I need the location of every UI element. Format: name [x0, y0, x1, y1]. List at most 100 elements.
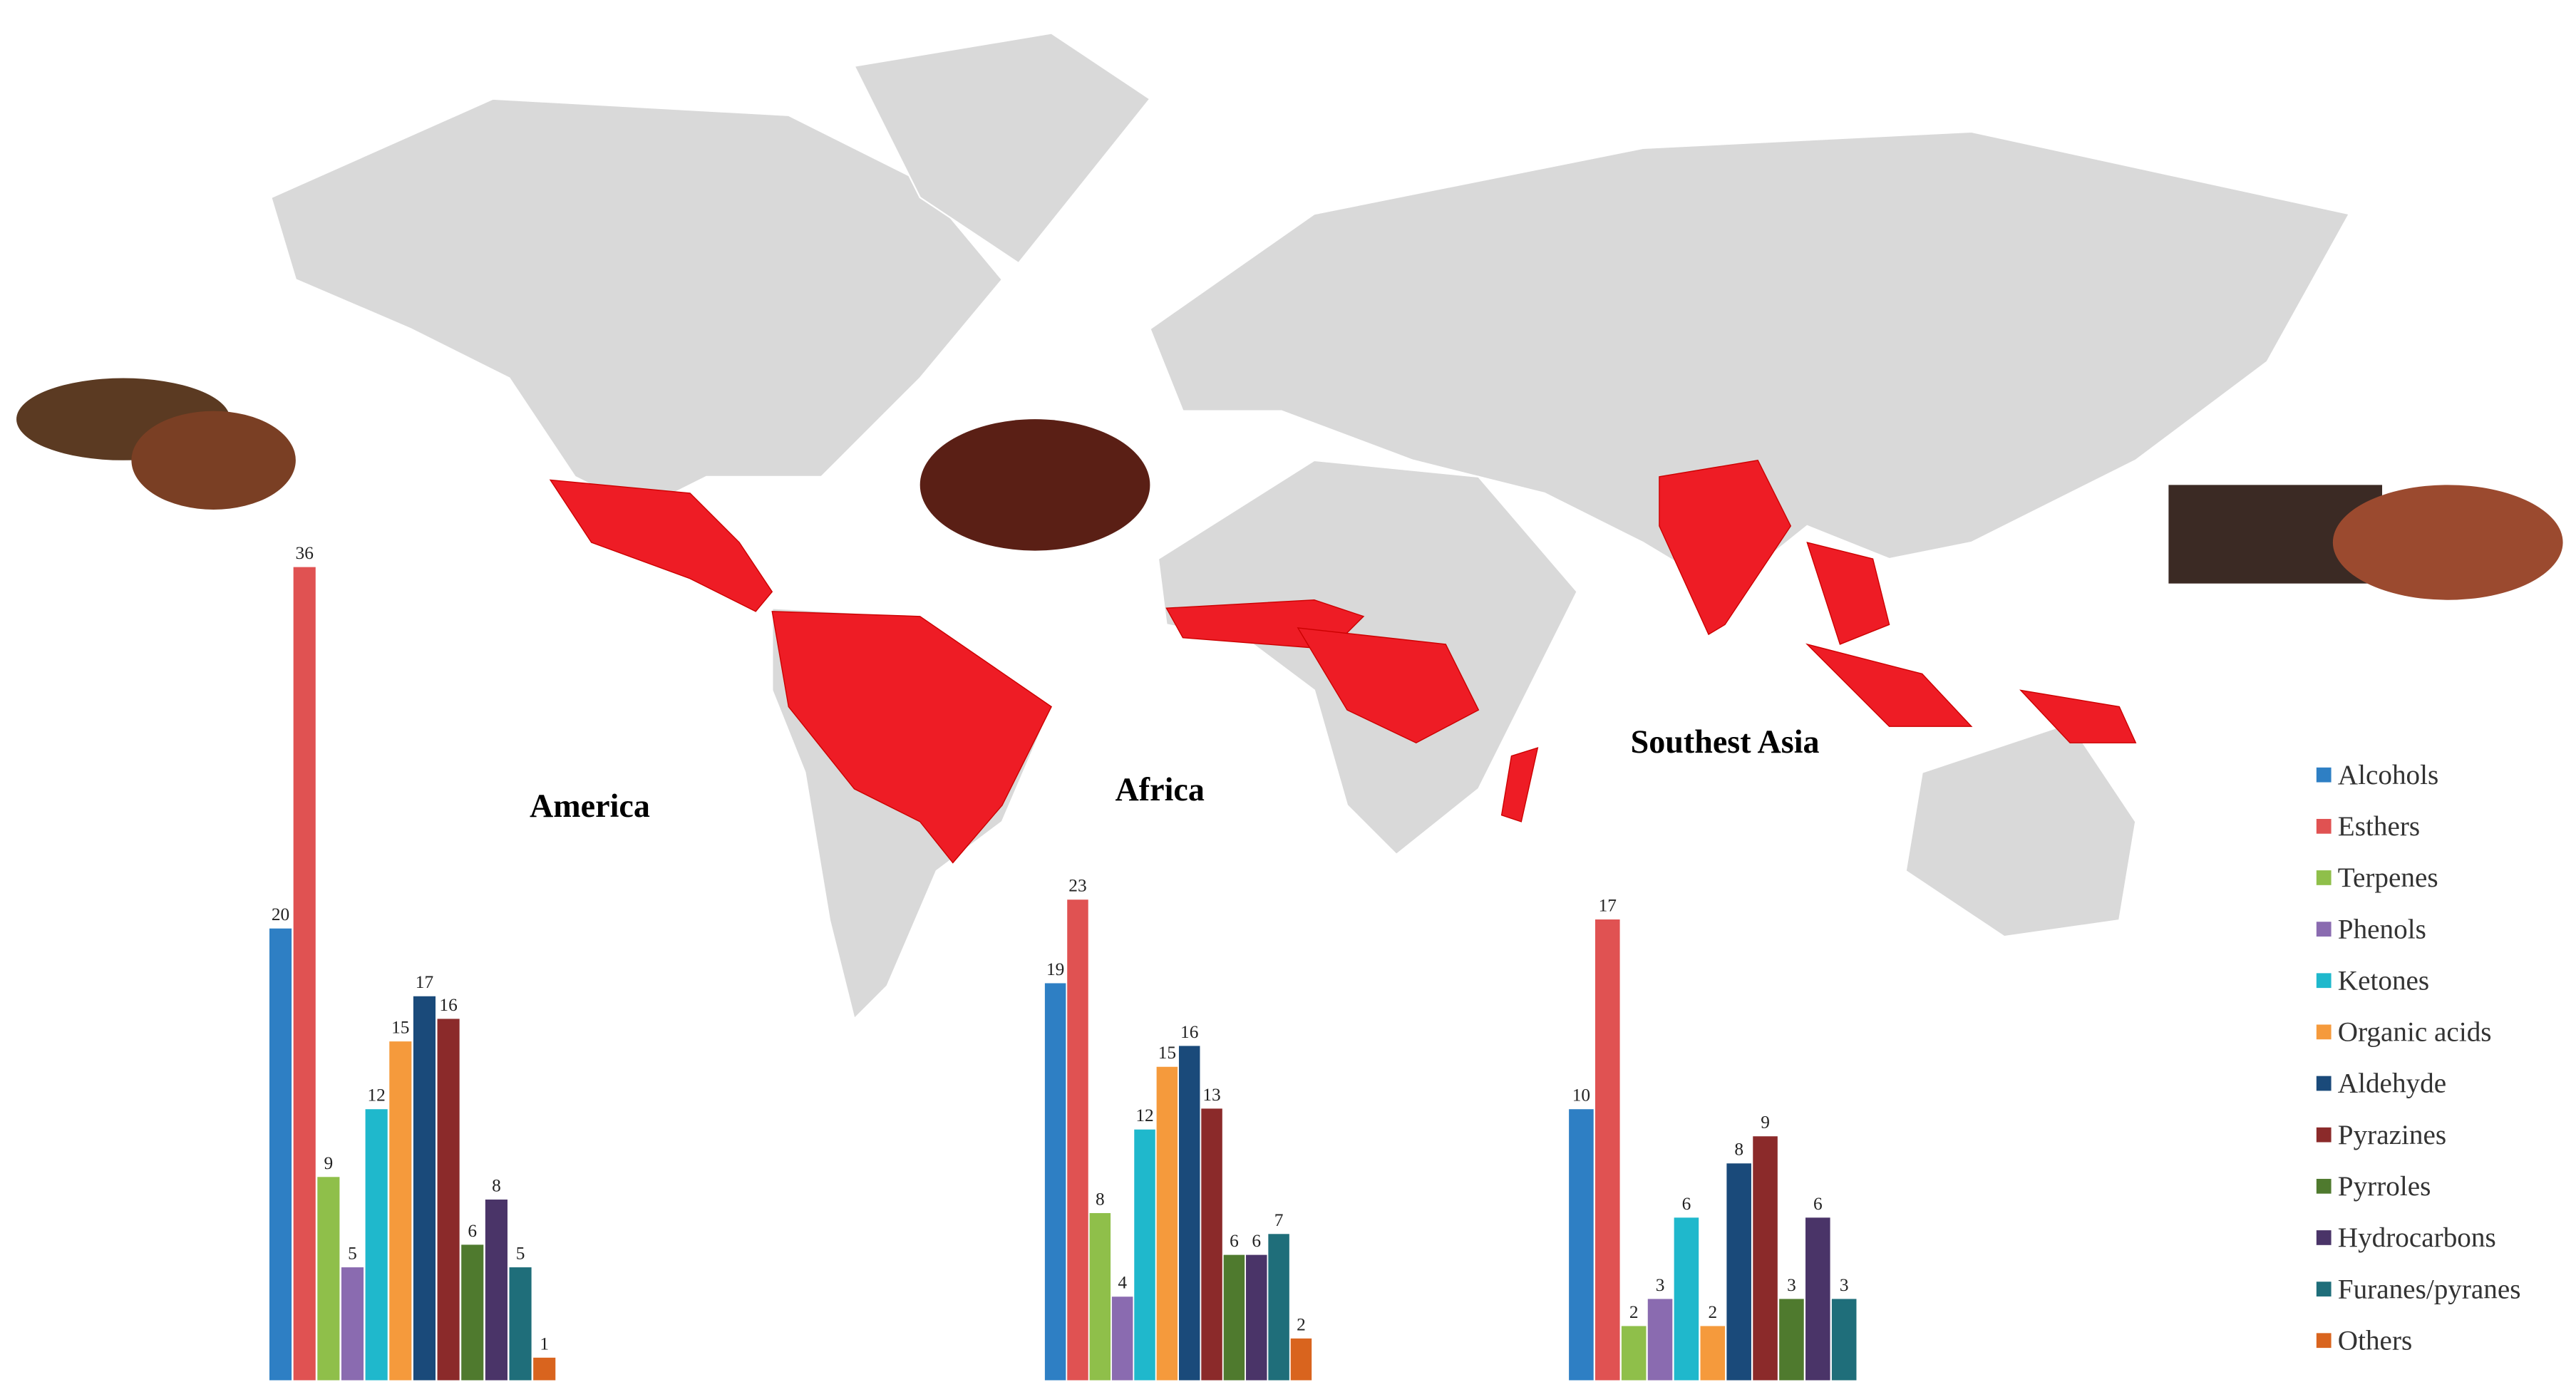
chart-title: Southest Asia: [1631, 723, 1820, 760]
value-label: 17: [1599, 895, 1617, 915]
legend-label: Others: [2338, 1325, 2412, 1356]
value-label: 36: [296, 543, 314, 563]
bar: [1245, 1254, 1267, 1381]
value-label: 8: [1734, 1140, 1743, 1160]
value-label: 2: [1297, 1314, 1306, 1334]
value-label: 17: [416, 972, 433, 992]
bar: [1595, 919, 1620, 1381]
value-label: 9: [1761, 1113, 1770, 1133]
legend-label: Ketones: [2338, 965, 2429, 996]
legend-swatch: [2316, 818, 2332, 834]
bar: [1134, 1129, 1155, 1381]
bar: [1067, 899, 1088, 1381]
value-label: 4: [1118, 1273, 1127, 1293]
value-label: 16: [439, 995, 457, 1015]
cocoa-illustrations: [16, 378, 2563, 600]
value-label: 8: [1096, 1189, 1105, 1209]
bar: [461, 1244, 484, 1381]
legend-swatch: [2316, 870, 2332, 885]
charts: America203695121517166851Africa192384121…: [269, 543, 1857, 1381]
bar-chart: America 20 36 9 5 12 15 17 16 6 8 5 1: [269, 543, 650, 1381]
bar: [1201, 1108, 1222, 1381]
bar: [1569, 1109, 1594, 1381]
legend-swatch: [2316, 1076, 2332, 1091]
bar: [1223, 1254, 1245, 1381]
bar: [1779, 1299, 1804, 1381]
bar: [1089, 1212, 1111, 1381]
bar: [1621, 1326, 1647, 1381]
value-label: 15: [1158, 1043, 1176, 1063]
bar: [1044, 983, 1066, 1381]
value-label: 3: [1787, 1275, 1796, 1295]
bar: [1178, 1046, 1200, 1381]
bar: [1805, 1217, 1830, 1381]
bar: [269, 928, 292, 1381]
bar: [1726, 1163, 1751, 1381]
legend-label: Pyrroles: [2338, 1171, 2431, 1202]
value-label: 6: [1252, 1231, 1261, 1251]
value-label: 6: [1813, 1194, 1823, 1214]
bar: [317, 1177, 340, 1381]
legend-swatch: [2316, 1178, 2332, 1194]
value-label: 7: [1274, 1210, 1284, 1230]
value-label: 5: [348, 1244, 357, 1264]
bar: [341, 1267, 364, 1381]
value-label: 5: [516, 1244, 525, 1264]
bar: [1290, 1338, 1312, 1381]
legend-label: Aldehyde: [2338, 1068, 2446, 1099]
bar: [1156, 1066, 1178, 1381]
value-label: 6: [468, 1221, 477, 1241]
legend-swatch: [2316, 767, 2332, 783]
legend-swatch: [2316, 922, 2332, 937]
chart-title: Africa: [1116, 771, 1205, 808]
cocoa-regions: [549, 460, 2137, 864]
bar: [533, 1357, 556, 1381]
bar: [413, 996, 436, 1381]
value-label: 1: [540, 1334, 549, 1354]
value-label: 12: [1135, 1105, 1153, 1125]
bar: [1831, 1299, 1857, 1381]
bar: [389, 1041, 412, 1381]
bar: [1700, 1326, 1726, 1381]
legend-label: Alcohols: [2338, 760, 2438, 790]
legend: Alcohols Esthers Terpenes Phenols Ketones Org…: [2316, 760, 2521, 1356]
legend-label: Hydrocarbons: [2338, 1222, 2496, 1253]
bar: [293, 567, 316, 1381]
legend-label: Pyrazines: [2338, 1120, 2446, 1150]
value-label: 3: [1840, 1275, 1849, 1295]
legend-label: Esthers: [2338, 811, 2420, 842]
legend-label: Organic acids: [2338, 1017, 2492, 1048]
legend-label: Phenols: [2338, 914, 2426, 944]
value-label: 13: [1202, 1085, 1220, 1105]
legend-label: Terpenes: [2338, 862, 2438, 893]
bar: [1753, 1136, 1778, 1381]
value-label: 20: [272, 904, 289, 924]
value-label: 9: [324, 1153, 334, 1173]
value-label: 2: [1708, 1302, 1717, 1322]
value-label: 3: [1656, 1275, 1665, 1295]
value-label: 10: [1572, 1086, 1590, 1105]
legend-swatch: [2316, 973, 2332, 989]
legend-swatch: [2316, 1024, 2332, 1040]
value-label: 15: [391, 1018, 409, 1038]
legend-swatch: [2316, 1230, 2332, 1245]
bar: [509, 1267, 532, 1381]
value-label: 16: [1180, 1022, 1198, 1042]
value-label: 2: [1629, 1302, 1639, 1322]
value-label: 8: [492, 1175, 501, 1195]
value-label: 6: [1230, 1231, 1239, 1251]
legend-swatch: [2316, 1282, 2332, 1297]
legend-swatch: [2316, 1127, 2332, 1143]
value-label: 19: [1046, 959, 1064, 979]
value-label: 12: [367, 1086, 385, 1105]
chart-title: America: [530, 788, 650, 824]
bar: [1674, 1217, 1699, 1381]
bar: [365, 1109, 388, 1381]
legend-label: Furanes/pyranes: [2338, 1274, 2521, 1304]
value-label: 6: [1682, 1194, 1691, 1214]
value-label: 23: [1068, 876, 1086, 896]
bar: [437, 1019, 460, 1381]
bar: [1111, 1297, 1133, 1381]
